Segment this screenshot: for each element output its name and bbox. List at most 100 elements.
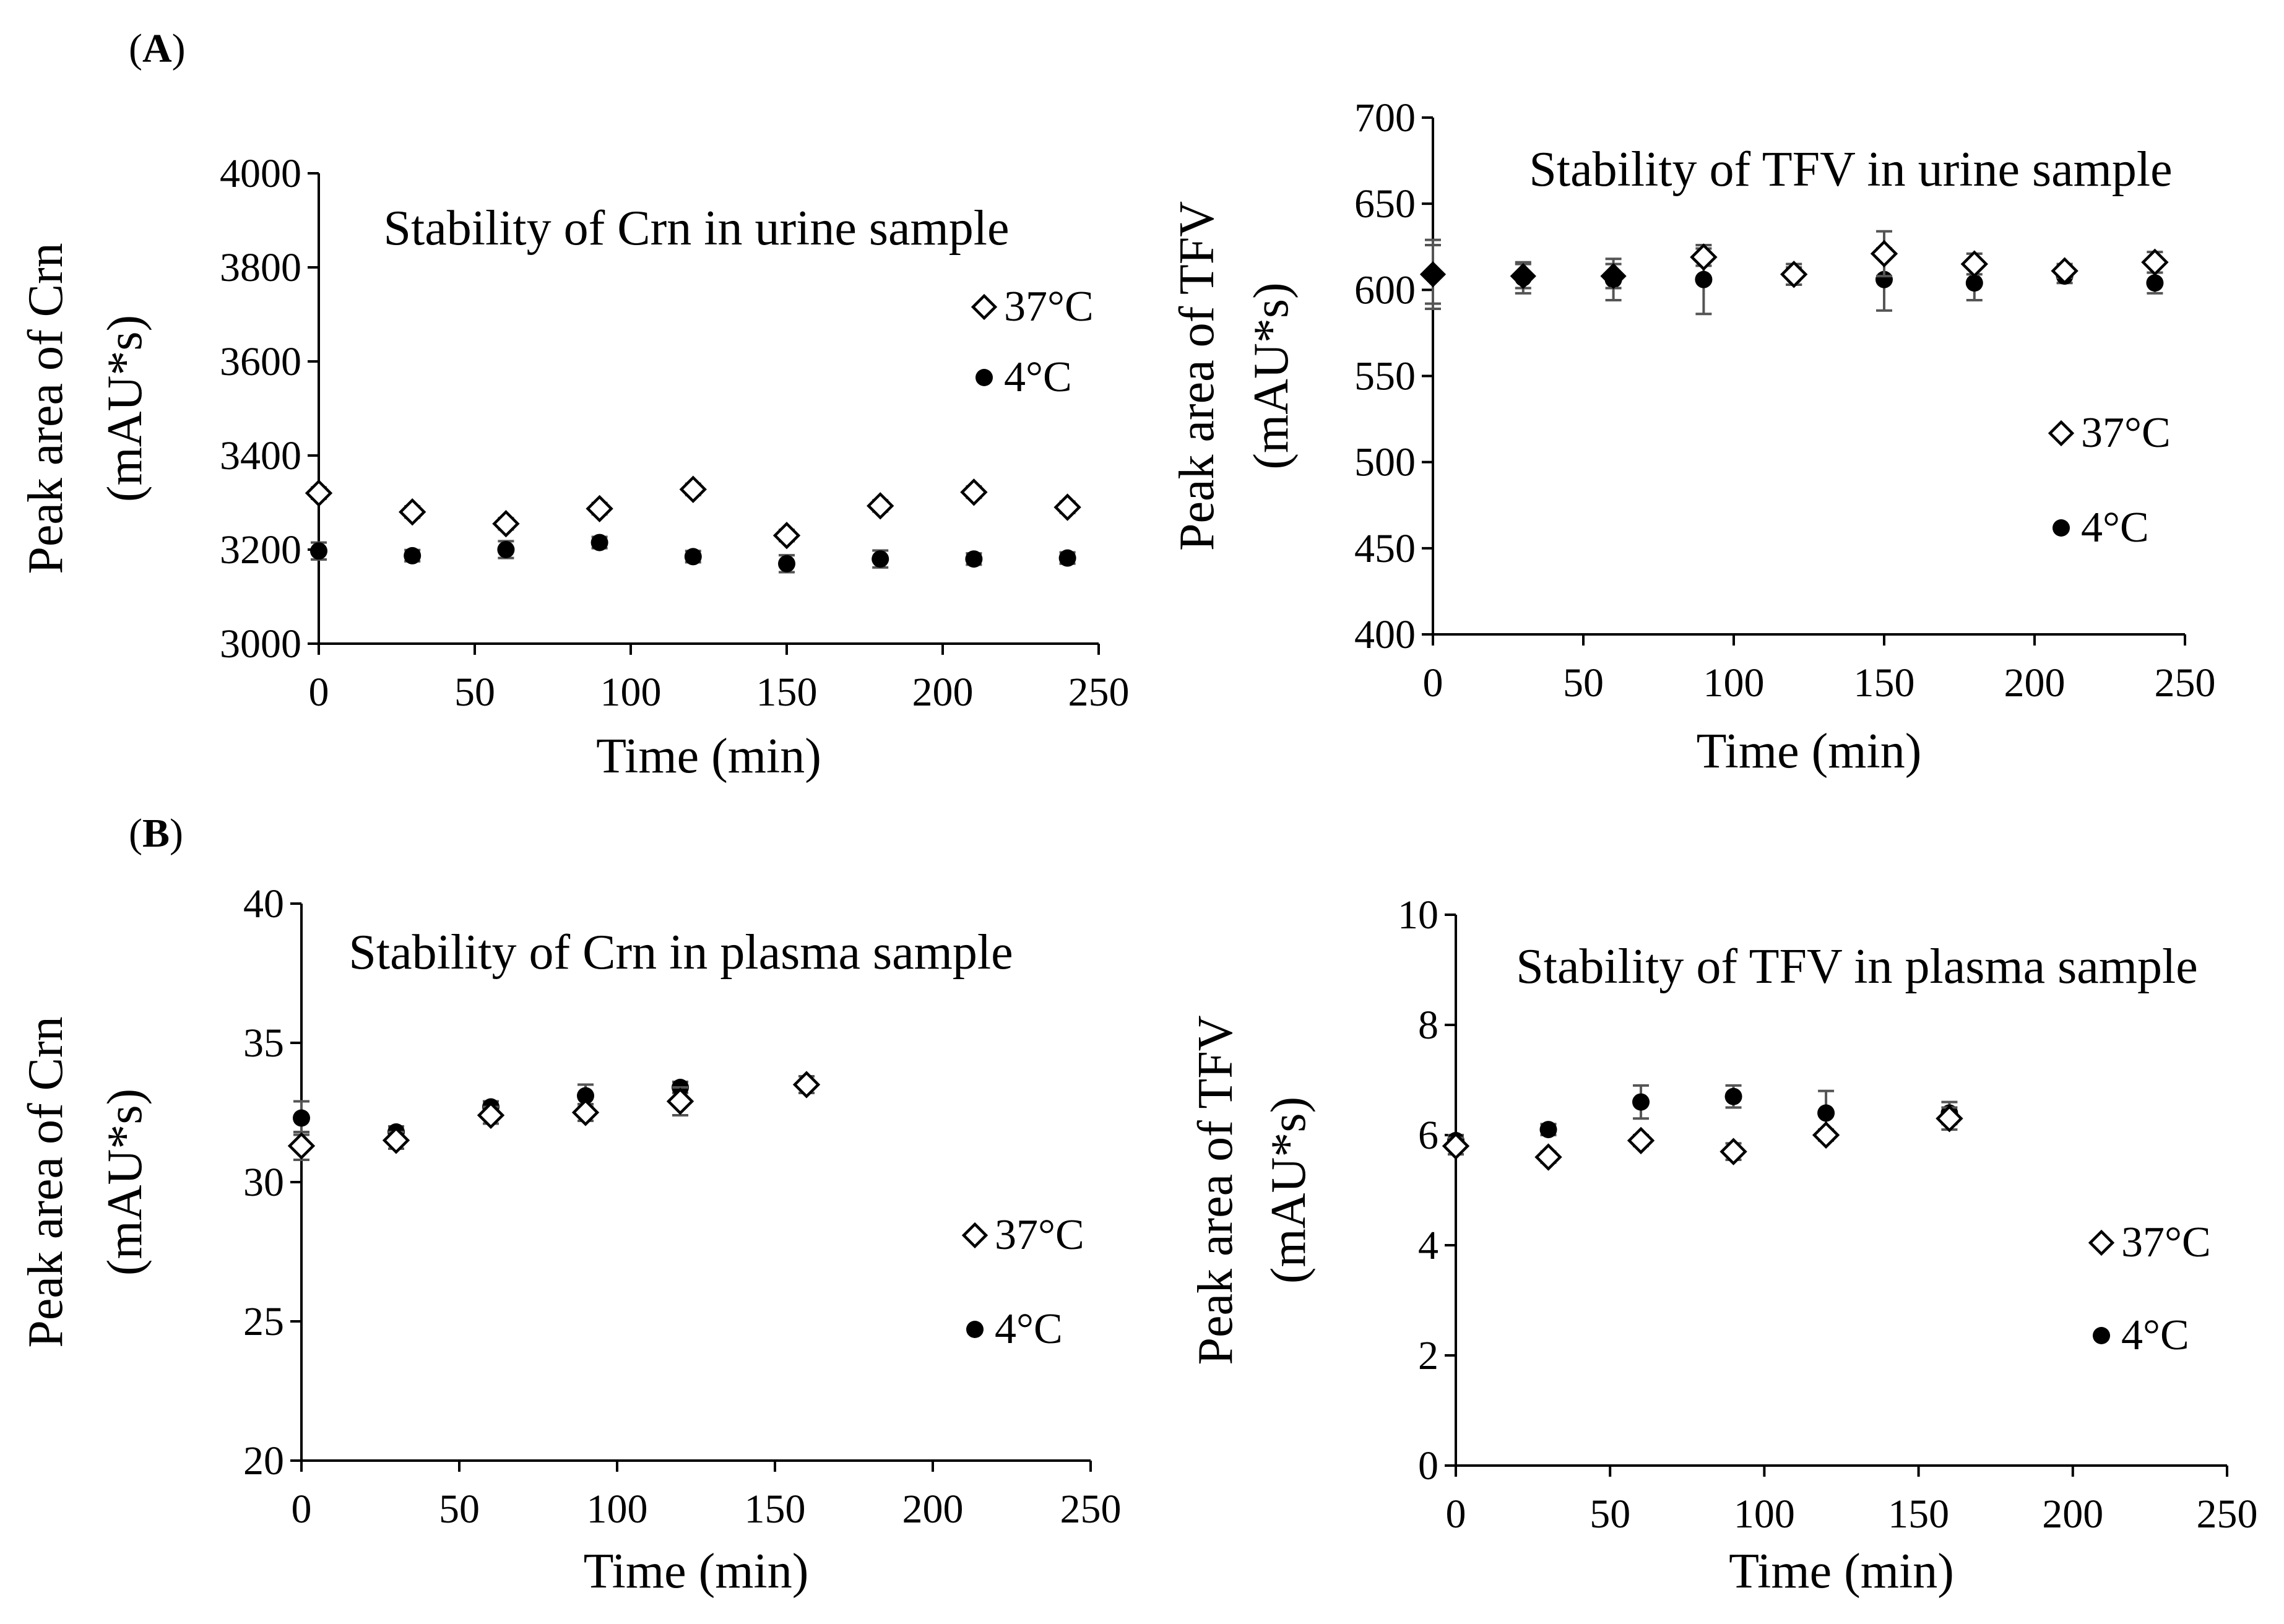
chart-title: Stability of Crn in plasma sample (348, 925, 1013, 980)
data-point-37c (1419, 261, 1447, 288)
x-axis-label: Time (min) (584, 1544, 809, 1599)
legend-marker-37c (2088, 1229, 2115, 1256)
x-tick-label: 0 (1446, 1492, 1466, 1537)
legend-label-4c: 4°C (2121, 1311, 2189, 1359)
data-point-4c (497, 541, 515, 558)
data-point-37c (1780, 261, 1808, 288)
x-tick-label: 150 (745, 1487, 806, 1532)
chart-crn-urine: 3000 3200 3400 3600 3800 4000 0 50 100 150 200 250 T… (19, 151, 1130, 784)
x-tick-label: 0 (1423, 660, 1443, 706)
data-point-4c (404, 546, 422, 564)
y-tick-label: 3600 (220, 339, 301, 384)
data-point-37c (1960, 250, 1988, 278)
legend-label-37c: 37°C (2081, 409, 2171, 457)
data-point-37c (1442, 1132, 1470, 1160)
y-tick-label: 3000 (220, 621, 301, 667)
y-axis-label: Peak area of Crn (19, 243, 73, 574)
data-point-37c (1690, 243, 1718, 271)
y-tick-label: 35 (243, 1021, 284, 1066)
x-axis-label: Time (min) (1697, 724, 1922, 779)
data-point-4c (1058, 549, 1076, 567)
y-axis-label: Peak area of TFV (1170, 201, 1224, 551)
x-tick-label: 100 (600, 670, 662, 715)
data-point-37c (586, 495, 613, 523)
chart-crn-plasma: 20 25 30 35 40 0 50 100 150 200 250 Time (min) Peak … (19, 881, 1122, 1599)
legend-label-37c: 37°C (1004, 283, 1094, 330)
x-tick-label: 250 (1068, 670, 1130, 715)
y-tick-label: 0 (1418, 1443, 1438, 1488)
legend-label-4c: 4°C (995, 1305, 1063, 1353)
y-tick-label: 4000 (220, 151, 301, 196)
data-point-37c (287, 1132, 316, 1160)
legend-marker-37c (961, 1222, 988, 1249)
legend-marker-4c (966, 1321, 984, 1338)
y-tick-label: 700 (1354, 95, 1416, 140)
legend-marker-37c (2048, 420, 2075, 447)
y-axis-label-units: (mAU*s) (98, 1089, 152, 1276)
data-point-4c (1695, 270, 1713, 288)
data-point-37c (492, 510, 520, 538)
chart-title: Stability of TFV in urine sample (1529, 142, 2172, 197)
data-point-4c (1632, 1093, 1650, 1111)
y-tick-label: 3800 (220, 245, 301, 290)
data-point-37c (2051, 257, 2079, 285)
chart-title: Stability of TFV in plasma sample (1516, 939, 2197, 994)
data-point-37c (666, 1087, 694, 1115)
y-axis-label-units: (mAU*s) (1261, 1097, 1316, 1284)
x-tick-label: 100 (587, 1487, 648, 1532)
data-point-37c (1053, 493, 1081, 521)
x-axis-label: Time (min) (1729, 1544, 1954, 1599)
data-point-4c (965, 550, 983, 568)
y-tick-label: 20 (243, 1438, 284, 1484)
y-tick-label: 3200 (220, 527, 301, 572)
legend-label-4c: 4°C (2081, 504, 2149, 551)
x-tick-label: 200 (2042, 1492, 2103, 1537)
y-tick-label: 10 (1398, 892, 1438, 938)
data-point-37c (1812, 1121, 1840, 1149)
data-point-37c (772, 522, 801, 550)
data-point-37c (1627, 1126, 1655, 1155)
panel-label-b: (B) (129, 811, 183, 856)
data-point-37c (477, 1101, 505, 1129)
legend-marker-37c (971, 293, 998, 321)
legend-marker-4c (975, 369, 993, 386)
x-tick-label: 50 (1590, 1492, 1630, 1537)
y-tick-label: 25 (243, 1299, 284, 1344)
x-tick-label: 0 (292, 1487, 312, 1532)
data-point-37c (571, 1099, 600, 1126)
y-axis-label-units: (mAU*s) (1244, 282, 1299, 469)
x-tick-label: 150 (1888, 1492, 1949, 1537)
data-point-37c (960, 478, 988, 506)
x-tick-label: 100 (1734, 1492, 1795, 1537)
legend-label-37c: 37°C (2121, 1219, 2211, 1266)
data-point-37c (679, 475, 707, 503)
x-tick-label: 200 (2004, 660, 2066, 706)
data-point-4c (778, 555, 795, 572)
data-point-4c (1965, 274, 1983, 292)
data-point-37c (1936, 1105, 1963, 1133)
y-tick-label: 400 (1354, 612, 1416, 657)
y-tick-label: 6 (1418, 1113, 1438, 1158)
x-tick-label: 50 (1563, 660, 1604, 706)
data-point-37c (1870, 240, 1898, 268)
data-point-4c (872, 550, 889, 568)
legend-label-37c: 37°C (995, 1211, 1084, 1259)
x-tick-label: 250 (1060, 1487, 1122, 1532)
data-point-37c (305, 479, 333, 507)
x-tick-label: 200 (902, 1487, 964, 1532)
data-point-37c (399, 498, 426, 526)
y-tick-label: 2 (1418, 1333, 1438, 1378)
x-axis-label: Time (min) (596, 729, 821, 784)
data-point-37c (1600, 262, 1627, 290)
y-tick-label: 600 (1354, 267, 1416, 313)
x-tick-label: 150 (756, 670, 818, 715)
data-point-37c (382, 1126, 410, 1154)
chart-title: Stability of Crn in urine sample (384, 201, 1010, 256)
legend-label-4c: 4°C (1004, 353, 1072, 401)
y-axis-label: Peak area of Crn (19, 1016, 73, 1347)
y-tick-label: 3400 (220, 433, 301, 478)
data-point-37c (1510, 262, 1536, 290)
data-point-4c (590, 533, 608, 551)
x-tick-label: 250 (2197, 1492, 2258, 1537)
